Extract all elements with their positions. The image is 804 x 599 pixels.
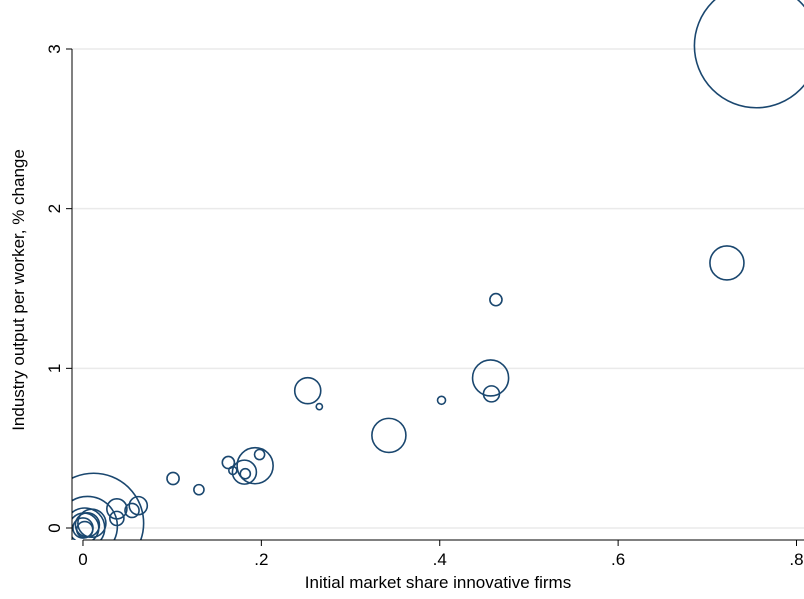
y-tick-label: 0 bbox=[45, 523, 64, 532]
bubble bbox=[482, 385, 501, 403]
x-tick-label: .4 bbox=[433, 550, 447, 569]
bubble bbox=[239, 467, 252, 480]
bubble bbox=[709, 245, 745, 281]
x-tick-label: 0 bbox=[78, 550, 87, 569]
bubble bbox=[236, 446, 274, 485]
bubble bbox=[253, 448, 266, 461]
bubble bbox=[471, 359, 510, 397]
bubble bbox=[293, 376, 322, 405]
x-tick-label: .8 bbox=[789, 550, 803, 569]
y-tick-label: 2 bbox=[45, 204, 64, 213]
y-tick-label: 1 bbox=[45, 364, 64, 373]
bubble bbox=[231, 459, 258, 485]
bubble bbox=[72, 472, 145, 540]
bubble bbox=[221, 455, 236, 470]
grid bbox=[72, 48, 804, 529]
plot-area bbox=[72, 0, 804, 540]
bubble bbox=[489, 292, 503, 307]
bubble bbox=[124, 502, 140, 519]
bubble bbox=[228, 465, 238, 476]
x-tick-label: .2 bbox=[254, 550, 268, 569]
y-axis-title: Industry output per worker, % change bbox=[9, 149, 28, 431]
bubble bbox=[693, 0, 804, 109]
bubble bbox=[193, 483, 205, 496]
axes: 0 1 2 3 0 .2 .4 .6 .8 bbox=[45, 44, 804, 569]
bubble bbox=[72, 495, 119, 540]
bubble bbox=[436, 395, 447, 406]
bubble bbox=[371, 417, 407, 454]
bubble bbox=[77, 508, 107, 539]
x-axis-title: Initial market share innovative firms bbox=[305, 573, 571, 592]
y-tick-label: 3 bbox=[45, 44, 64, 53]
bubble bbox=[75, 520, 94, 539]
bubble bbox=[166, 471, 180, 486]
bubble bbox=[315, 402, 324, 411]
x-tick-label: .6 bbox=[611, 550, 625, 569]
